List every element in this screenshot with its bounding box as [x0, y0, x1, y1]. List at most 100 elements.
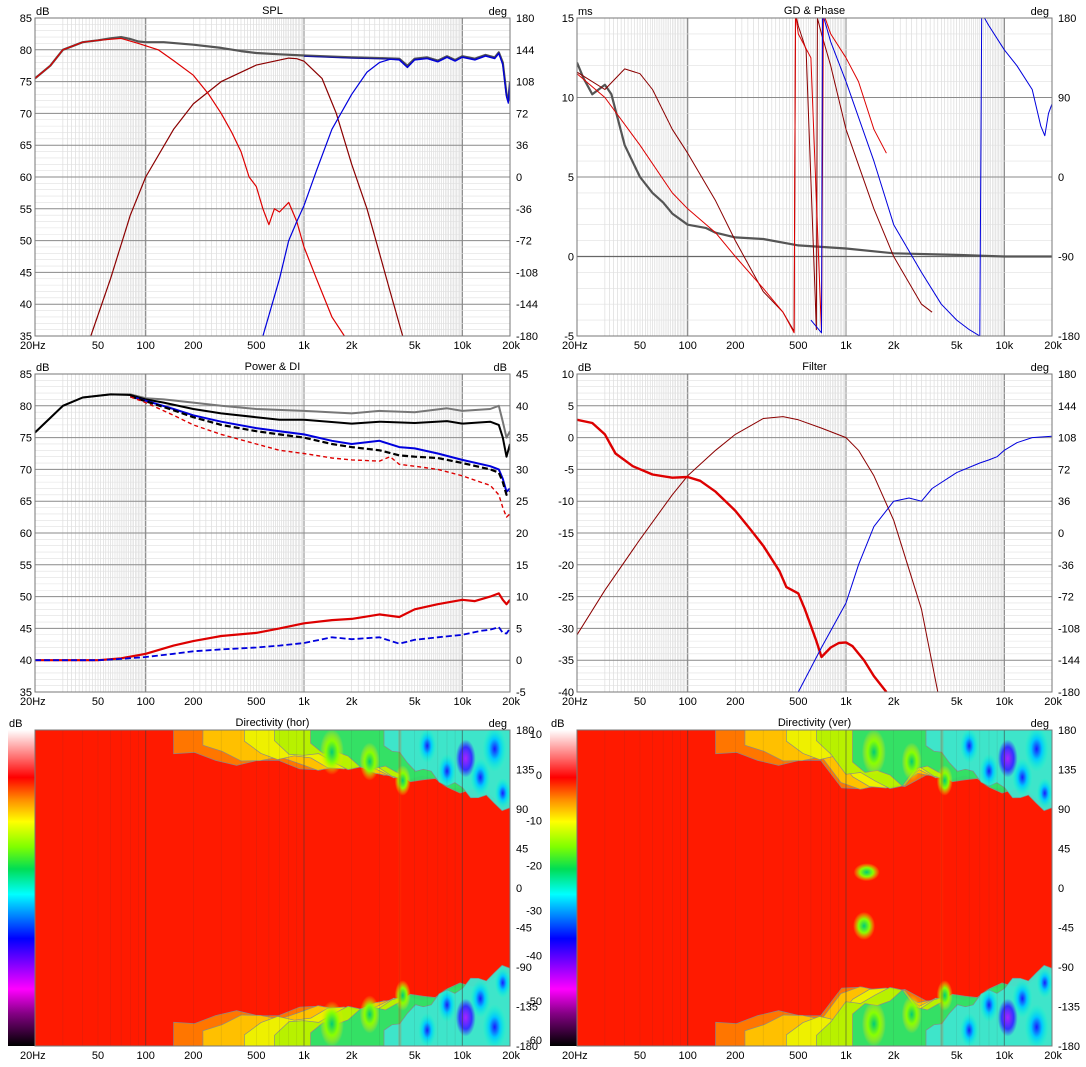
y-axis-unit-left: dB	[36, 362, 49, 374]
x-tick-label: 500	[789, 340, 807, 352]
chart-title: Power & DI	[245, 361, 301, 373]
x-tick-label: 500	[789, 696, 807, 708]
x-tick-label: 5k	[409, 1050, 421, 1062]
y-tick-label-left: 60	[20, 172, 32, 184]
x-tick-label: 500	[247, 696, 265, 708]
directivity-lobe	[418, 1013, 437, 1046]
y-tick-label-right: -180	[516, 331, 538, 343]
x-tick-label: 10k	[453, 340, 471, 352]
directivity-lobe	[861, 1001, 886, 1046]
colorbar-tick-label: -10	[526, 815, 542, 827]
x-tick-label: 20k	[502, 696, 520, 708]
y-tick-label-right: -90	[1058, 252, 1074, 264]
y-tick-label-left: -10	[558, 496, 574, 508]
y-tick-label-left: 85	[20, 13, 32, 25]
directivity-lobe	[494, 967, 510, 998]
directivity-lobe	[861, 730, 886, 775]
directivity-lobe	[901, 995, 922, 1034]
colorbar-tick-label: 0	[536, 770, 542, 782]
y-tick-label-right: -108	[516, 267, 538, 279]
colorbar-tick-label: -40	[526, 951, 542, 963]
y-tick-label-left: 55	[20, 560, 32, 572]
x-tick-label: 10k	[995, 340, 1013, 352]
x-tick-label: 20k	[1044, 1050, 1062, 1062]
y-tick-label-right: 10	[516, 592, 528, 604]
y-tick-label-right: 0	[1058, 172, 1064, 184]
directivity-lobe	[979, 987, 998, 1023]
series-line-2	[577, 418, 888, 692]
y-tick-label-left: 75	[20, 433, 32, 445]
y-tick-label-left: 50	[20, 592, 32, 604]
chart-title: SPL	[262, 5, 283, 17]
y-tick-label-right: 90	[1058, 93, 1070, 105]
grid	[604, 730, 1005, 1046]
series-line-5	[262, 52, 510, 336]
x-tick-label: 2k	[888, 696, 900, 708]
y-tick-label-left: 15	[562, 13, 574, 25]
y-tick-label-right: 72	[1058, 464, 1070, 476]
directivity-lobe	[437, 987, 456, 1023]
series-group	[35, 393, 510, 662]
y-tick-label-right: 180	[516, 13, 534, 25]
series-line-3	[577, 18, 887, 334]
plot-frame	[34, 17, 511, 337]
x-tick-label: 10k	[995, 696, 1013, 708]
directivity-lobe	[359, 995, 380, 1034]
y-tick-label-right: 45	[516, 369, 528, 381]
directivity-lobe	[1024, 730, 1049, 772]
x-tick-label: 2k	[346, 1050, 358, 1062]
y-tick-label-right: 40	[516, 401, 528, 413]
x-tick-label: 200	[184, 696, 202, 708]
y-tick-label-left: -25	[558, 592, 574, 604]
chart-title: Filter	[802, 361, 827, 373]
y-tick-label-right: 20	[516, 528, 528, 540]
y-tick-label-left: -40	[558, 687, 574, 699]
y-tick-label-right: 180	[1058, 13, 1076, 25]
directivity-lobe	[997, 739, 1018, 778]
series-line-2	[35, 393, 510, 458]
x-tick-label: 50	[634, 696, 646, 708]
series-line-6	[35, 592, 510, 662]
y-tick-label-left: -5	[564, 331, 574, 343]
colorbar	[550, 730, 577, 1046]
series-line-3	[130, 395, 510, 493]
y-tick-label-right: 5	[516, 623, 522, 635]
y-tick-label-left: 40	[20, 655, 32, 667]
x-tick-label: 200	[726, 340, 744, 352]
x-tick-label: 20k	[1044, 340, 1062, 352]
y-tick-label-right: -36	[1058, 560, 1074, 572]
directivity-lobe	[997, 998, 1018, 1037]
y-tick-label-right: 108	[516, 77, 534, 89]
y-tick-label-left: -5	[564, 464, 574, 476]
y-axis-unit-left: dB	[36, 6, 49, 18]
directivity-lobe	[901, 742, 922, 781]
y-tick-label-left: 35	[20, 687, 32, 699]
y-tick-label-right: 0	[516, 172, 522, 184]
series-group	[577, 416, 1052, 692]
heatmap-base	[577, 730, 1052, 1046]
x-tick-label: 20Hz	[562, 1050, 588, 1062]
directivity-lobe	[455, 739, 476, 778]
series-line-3	[90, 57, 404, 336]
y-tick-label-right: 90	[1058, 804, 1070, 816]
y-tick-label-left: 60	[20, 528, 32, 540]
x-tick-label: 50	[92, 696, 104, 708]
y-tick-label-right: 0	[516, 883, 522, 895]
x-tick-label: 100	[136, 340, 154, 352]
series-group	[35, 35, 510, 336]
y-tick-label-right: 180	[1058, 369, 1076, 381]
x-tick-label: 100	[136, 1050, 154, 1062]
y-axis-unit-right: deg	[489, 718, 507, 730]
y-axis-unit-right: deg	[1031, 6, 1049, 18]
y-tick-label-left: 0	[568, 433, 574, 445]
x-tick-label: 20k	[1044, 696, 1062, 708]
x-tick-label: 2k	[346, 340, 358, 352]
colorbar-tick-label: -30	[526, 906, 542, 918]
y-tick-label-left: -20	[558, 560, 574, 572]
grid	[35, 17, 510, 337]
series-line-4	[810, 18, 1052, 336]
y-axis-unit-right: dB	[494, 362, 507, 374]
x-tick-label: 50	[634, 340, 646, 352]
y-tick-label-left: 5	[568, 401, 574, 413]
y-tick-label-left: 55	[20, 204, 32, 216]
